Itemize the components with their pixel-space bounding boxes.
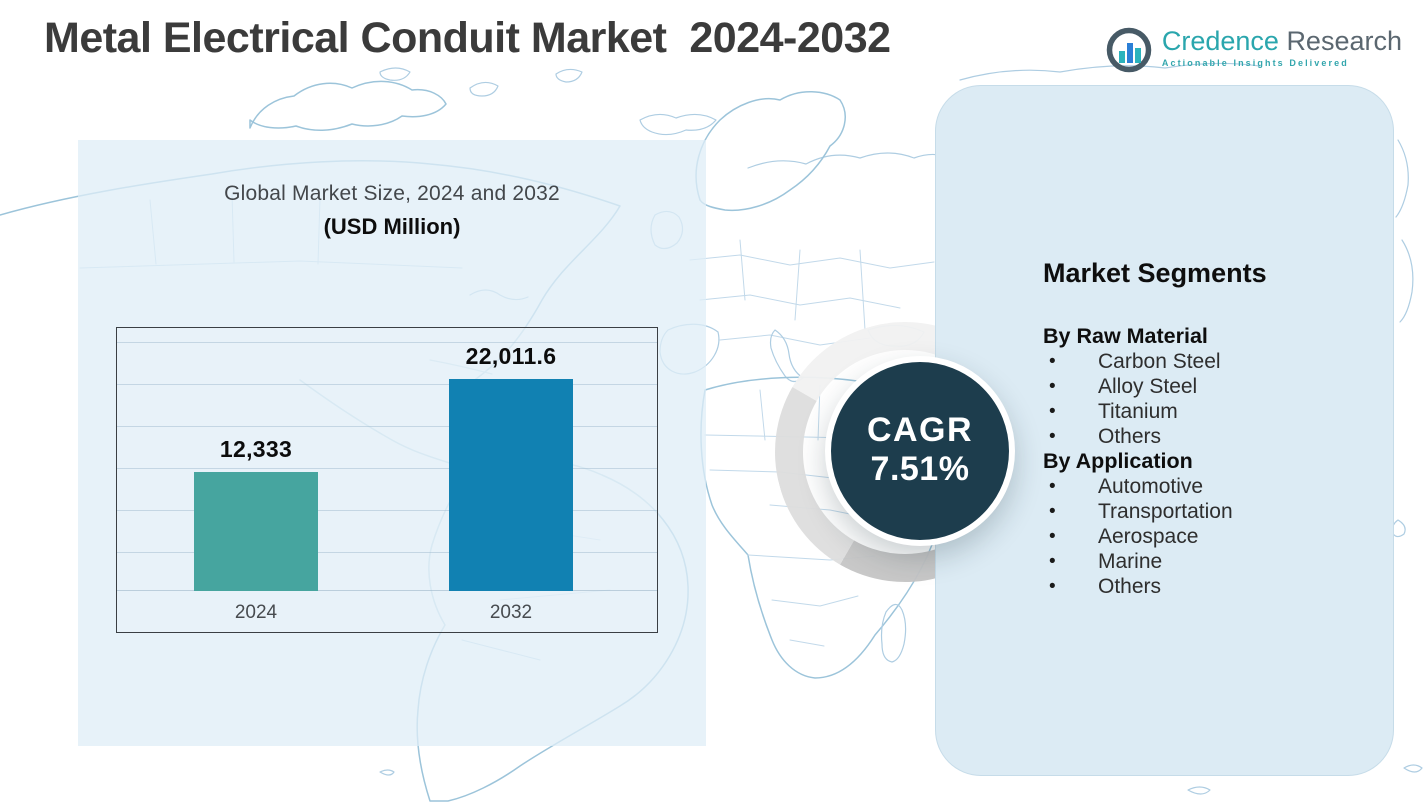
segments-groups: By Raw Material • Carbon Steel • Alloy Steel… <box>1043 324 1363 599</box>
chart-panel: Global Market Size, 2024 and 2032 (USD M… <box>78 140 706 746</box>
segment-item-label: Carbon Steel <box>1098 350 1221 373</box>
logo-bar-chart-icon <box>1106 27 1152 73</box>
chart-subtitle: (USD Million) <box>323 214 461 239</box>
x-axis-label-2032: 2032 <box>489 602 533 623</box>
segment-item: • Others <box>1043 574 1363 599</box>
segment-item-label: Titanium <box>1098 400 1178 423</box>
segment-item-label: Aerospace <box>1098 525 1199 548</box>
bar-2032 <box>449 379 573 591</box>
bullet-icon: • <box>1049 526 1056 547</box>
bar-plot-area: 12,333 2024 22,011.6 2032 <box>117 328 657 632</box>
bullet-icon: • <box>1049 551 1056 572</box>
bullet-icon: • <box>1049 376 1056 397</box>
credence-research-logo: Credence Research Actionable Insights De… <box>1105 26 1402 74</box>
segment-item: • Marine <box>1043 549 1363 574</box>
segment-item: • Titanium <box>1043 399 1363 424</box>
logo-wordmark: Credence Research <box>1162 26 1402 56</box>
bullet-icon: • <box>1049 401 1056 422</box>
cagr-label: CAGR <box>866 410 974 449</box>
segment-item: • Alloy Steel <box>1043 374 1363 399</box>
page-title: Metal Electrical Conduit Market 2024-203… <box>44 14 891 62</box>
segment-list: • Carbon Steel • Alloy Steel • Titanium • Other… <box>1043 349 1363 449</box>
segment-item-label: Marine <box>1098 550 1163 573</box>
segment-item-label: Others <box>1098 575 1162 598</box>
bullet-icon: • <box>1049 351 1056 372</box>
segment-group-heading: By Raw Material <box>1043 324 1208 348</box>
logo-word-credence: Credence <box>1161 26 1287 56</box>
bullet-icon: • <box>1049 426 1056 447</box>
segment-item: • Automotive <box>1043 474 1363 499</box>
segment-item-label: Alloy Steel <box>1098 375 1198 398</box>
chart-title: Global Market Size, 2024 and 2032 <box>224 182 560 205</box>
logo-tagline: Actionable Insights Delivered <box>1161 58 1349 68</box>
bar-chart: 12,333 2024 22,011.6 2032 <box>116 327 658 633</box>
segment-item-label: Others <box>1098 425 1162 448</box>
segment-item-label: Transportation <box>1098 500 1233 523</box>
bar-value-2024: 12,333 <box>219 436 293 462</box>
bar-2024 <box>194 472 318 591</box>
segment-group-heading: By Application <box>1043 449 1193 473</box>
cagr-value: 7.51% <box>870 450 970 489</box>
segment-item: • Carbon Steel <box>1043 349 1363 374</box>
bullet-icon: • <box>1049 476 1056 497</box>
x-axis-label-2024: 2024 <box>234 602 278 623</box>
segment-item: • Others <box>1043 424 1363 449</box>
segment-list: • Automotive • Transportation • Aerospace • Mar… <box>1043 474 1363 599</box>
chart-title-block: Global Market Size, 2024 and 2032 (USD M… <box>78 182 706 240</box>
cagr-badge: CAGR 7.51% <box>825 356 1015 546</box>
segments-heading: Market Segments <box>1043 258 1267 288</box>
logo-word-research: Research <box>1286 26 1402 56</box>
segment-item: • Transportation <box>1043 499 1363 524</box>
bar-value-2032: 22,011.6 <box>465 343 557 369</box>
segment-item-label: Automotive <box>1098 475 1204 498</box>
market-segments-panel: Market Segments By Raw Material • Carbon S… <box>935 85 1394 776</box>
segment-item: • Aerospace <box>1043 524 1363 549</box>
bullet-icon: • <box>1049 576 1056 597</box>
chart-baseline <box>117 590 657 591</box>
bullet-icon: • <box>1049 501 1056 522</box>
